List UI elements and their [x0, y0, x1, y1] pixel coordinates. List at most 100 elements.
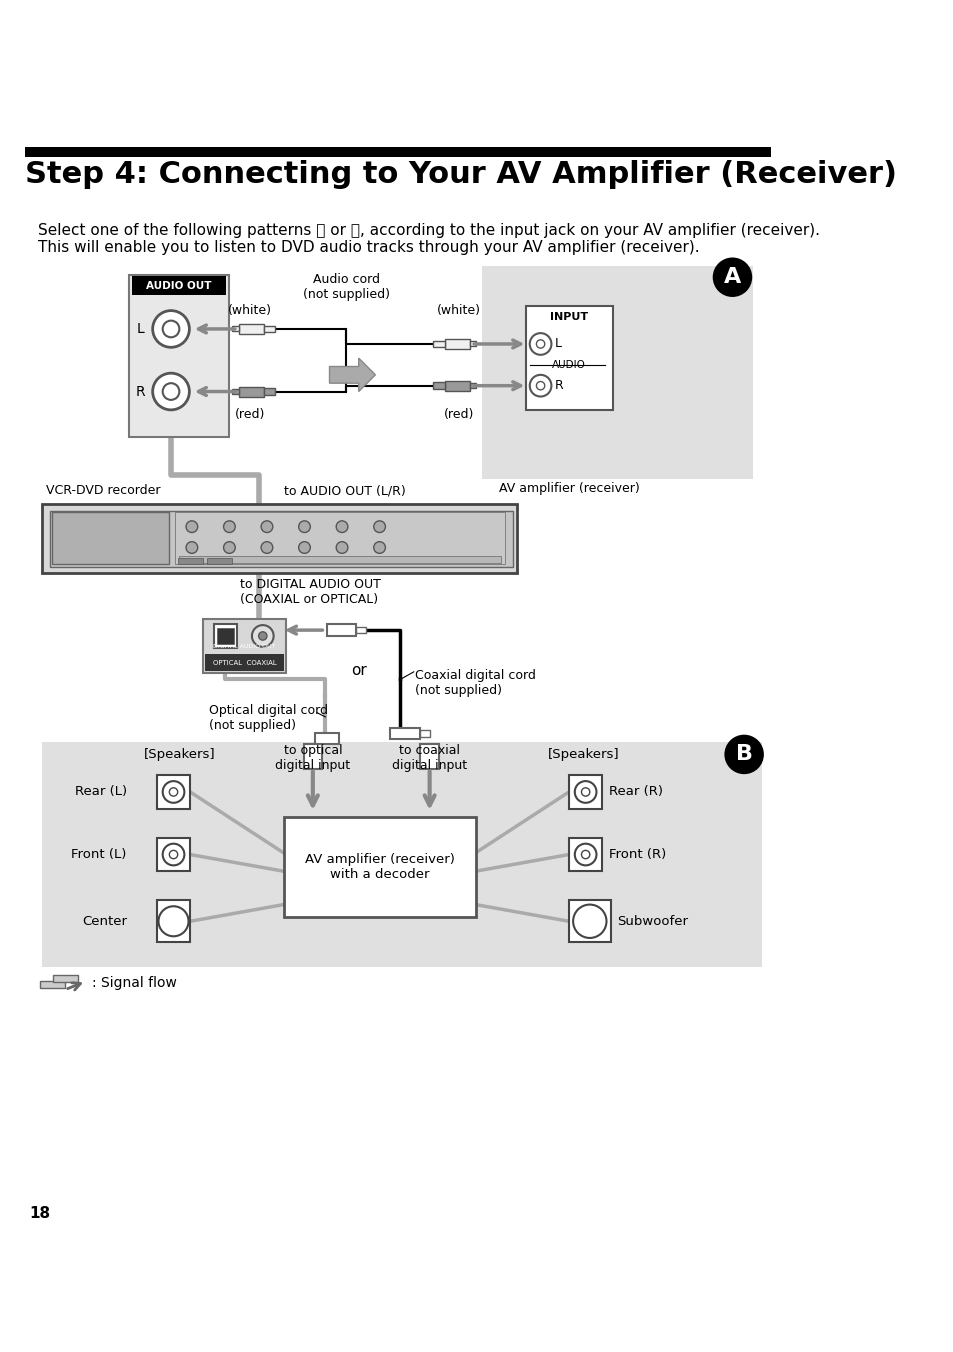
- Circle shape: [536, 339, 544, 349]
- Bar: [232, 389, 238, 393]
- Bar: [25, 147, 770, 157]
- Text: Step 4: Connecting to Your AV Amplifier (Receiver): Step 4: Connecting to Your AV Amplifier …: [25, 161, 896, 189]
- Text: VCR-DVD recorder: VCR-DVD recorder: [46, 484, 160, 498]
- Bar: [263, 388, 275, 395]
- Text: 18: 18: [30, 1206, 51, 1221]
- Text: Select one of the following patterns Ⓐ or Ⓑ, according to the input jack on your: Select one of the following patterns Ⓐ o…: [37, 223, 819, 238]
- Text: to AUDIO OUT (L/R): to AUDIO OUT (L/R): [283, 484, 405, 498]
- Text: (white): (white): [436, 304, 480, 316]
- Text: (white): (white): [228, 304, 272, 316]
- Bar: [238, 324, 263, 334]
- Bar: [568, 775, 601, 808]
- Text: AUDIO OUT: AUDIO OUT: [146, 281, 211, 291]
- Text: Rear (L): Rear (L): [74, 786, 127, 799]
- Bar: [283, 817, 475, 917]
- Bar: [216, 627, 233, 645]
- Text: A: A: [723, 268, 740, 287]
- Circle shape: [170, 850, 177, 859]
- Circle shape: [163, 320, 179, 337]
- Bar: [130, 274, 229, 438]
- Bar: [444, 339, 469, 349]
- Bar: [390, 727, 419, 740]
- Text: Rear (R): Rear (R): [608, 786, 662, 799]
- Bar: [303, 744, 322, 768]
- Bar: [42, 504, 517, 572]
- Bar: [481, 266, 753, 479]
- Circle shape: [335, 542, 348, 553]
- Circle shape: [725, 735, 761, 773]
- Bar: [156, 838, 190, 871]
- Circle shape: [536, 381, 544, 389]
- Circle shape: [374, 542, 385, 553]
- Circle shape: [152, 311, 190, 347]
- Bar: [568, 900, 610, 942]
- Text: This will enable you to listen to DVD audio tracks through your AV amplifier (re: This will enable you to listen to DVD au…: [37, 239, 699, 254]
- Text: or: or: [351, 664, 366, 679]
- Bar: [568, 838, 601, 871]
- Bar: [238, 387, 263, 396]
- Bar: [263, 326, 275, 333]
- Circle shape: [581, 850, 589, 859]
- Bar: [433, 383, 444, 389]
- Text: Optical digital cord
(not supplied): Optical digital cord (not supplied): [209, 704, 327, 733]
- Text: [Speakers]: [Speakers]: [548, 748, 619, 761]
- Circle shape: [581, 788, 589, 796]
- Circle shape: [261, 542, 273, 553]
- Circle shape: [335, 521, 348, 533]
- Text: Coaxial digital cord
(not supplied): Coaxial digital cord (not supplied): [415, 669, 536, 698]
- Bar: [469, 342, 476, 346]
- Text: to optical
digital input: to optical digital input: [275, 745, 350, 772]
- Bar: [179, 556, 500, 562]
- Bar: [205, 654, 283, 671]
- Bar: [175, 512, 504, 564]
- Circle shape: [186, 542, 197, 553]
- Text: INPUT: INPUT: [549, 312, 587, 322]
- Circle shape: [575, 844, 596, 865]
- Bar: [156, 900, 190, 942]
- Circle shape: [573, 904, 606, 938]
- Text: Front (R): Front (R): [608, 848, 665, 861]
- Bar: [419, 730, 429, 737]
- Text: OPTICAL  COAXIAL: OPTICAL COAXIAL: [213, 660, 276, 665]
- Circle shape: [374, 521, 385, 533]
- Bar: [42, 742, 761, 967]
- Bar: [469, 383, 476, 388]
- Text: : Signal flow: : Signal flow: [91, 976, 176, 990]
- Bar: [40, 982, 65, 988]
- Bar: [51, 512, 169, 564]
- Circle shape: [298, 521, 310, 533]
- Text: (red): (red): [443, 408, 474, 422]
- Circle shape: [223, 521, 235, 533]
- Text: AV amplifier (receiver)
with a decoder: AV amplifier (receiver) with a decoder: [304, 853, 454, 882]
- Circle shape: [223, 542, 235, 553]
- Circle shape: [714, 258, 750, 296]
- Text: to coaxial
digital input: to coaxial digital input: [392, 745, 467, 772]
- Text: Center: Center: [82, 915, 127, 927]
- Text: AV amplifier (receiver): AV amplifier (receiver): [498, 481, 639, 495]
- Circle shape: [163, 844, 184, 865]
- Circle shape: [298, 542, 310, 553]
- Text: L: L: [555, 338, 561, 350]
- Text: DIGITAL AUDIO OUT: DIGITAL AUDIO OUT: [213, 645, 275, 649]
- Bar: [207, 557, 232, 564]
- Text: Subwoofer: Subwoofer: [617, 915, 688, 927]
- Bar: [52, 976, 77, 982]
- Bar: [433, 341, 444, 347]
- Bar: [355, 627, 366, 634]
- Circle shape: [163, 781, 184, 803]
- Circle shape: [529, 375, 551, 396]
- Bar: [232, 326, 238, 331]
- Bar: [315, 733, 338, 745]
- Circle shape: [163, 383, 179, 400]
- Text: R: R: [555, 379, 563, 392]
- Text: Audio cord
(not supplied): Audio cord (not supplied): [302, 273, 390, 301]
- Polygon shape: [329, 358, 375, 392]
- Bar: [177, 557, 202, 564]
- Circle shape: [152, 373, 190, 410]
- Circle shape: [170, 788, 177, 796]
- Text: (red): (red): [234, 408, 265, 422]
- Text: B: B: [735, 745, 752, 764]
- Bar: [420, 744, 438, 768]
- Circle shape: [158, 906, 189, 937]
- Circle shape: [258, 631, 267, 639]
